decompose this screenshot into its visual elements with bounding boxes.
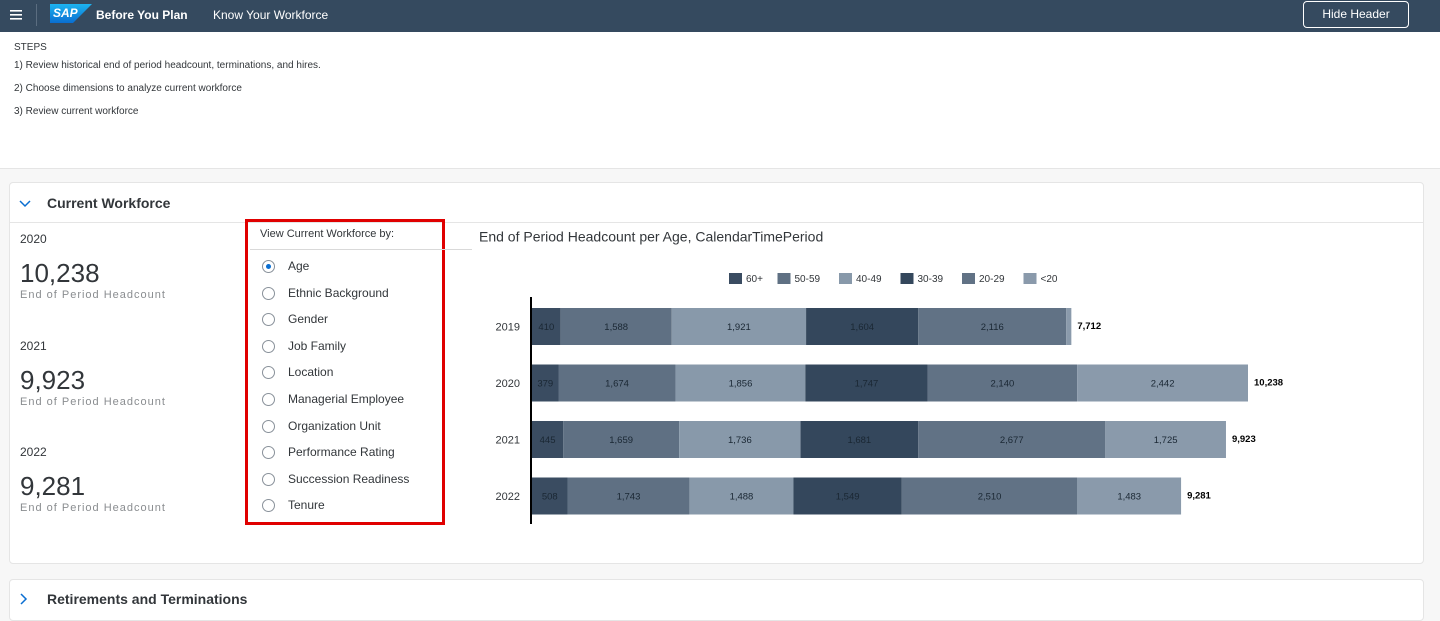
radio-label[interactable]: Gender — [288, 312, 329, 327]
retirements-panel: Retirements and Terminations — [9, 579, 1424, 621]
kpi-caption: End of Period Headcount — [20, 395, 166, 408]
nav-link[interactable]: Know Your Workforce — [213, 8, 329, 22]
shell-bar: SAP Before You Plan Know Your Workforce … — [0, 0, 1440, 32]
radio-dot — [266, 264, 271, 269]
menu-icon[interactable] — [10, 9, 23, 21]
divider — [250, 249, 472, 250]
kpi-year: 2020 — [20, 232, 47, 246]
panel-title[interactable]: Current Workforce — [47, 195, 171, 211]
radio-label[interactable]: Performance Rating — [288, 445, 395, 460]
kpi-caption: End of Period Headcount — [20, 502, 166, 514]
hide-header-button[interactable]: Hide Header — [1303, 1, 1409, 28]
radio-label[interactable]: Ethnic Background — [288, 285, 389, 300]
step: 3) Review current workforce — [14, 106, 139, 117]
panel-title[interactable]: Retirements and Terminations — [47, 591, 248, 607]
kpi-value: 10,238 — [20, 258, 100, 288]
brand: SAP — [53, 6, 79, 20]
radio-button[interactable] — [262, 339, 275, 353]
radio-button[interactable] — [262, 446, 275, 460]
kpi-year: 2022 — [20, 445, 47, 459]
radio-button[interactable] — [262, 260, 275, 273]
step: 2) Choose dimensions to analyze current … — [14, 83, 242, 94]
radio-button[interactable] — [262, 499, 275, 513]
radio-label[interactable]: Age — [288, 259, 310, 273]
collapse-icon[interactable] — [19, 200, 31, 208]
selector-label: View Current Workforce by: — [260, 228, 395, 240]
steps-heading: STEPS — [14, 42, 47, 53]
kpi-value: 9,281 — [20, 471, 86, 501]
divider — [10, 222, 1423, 223]
radio-label[interactable]: Organization Unit — [288, 418, 381, 433]
expand-icon[interactable] — [20, 593, 28, 605]
radio-button[interactable] — [262, 472, 275, 486]
header-content: STEPS 1) Review historical end of period… — [0, 32, 1440, 169]
radio-label[interactable]: Succession Readiness — [288, 471, 410, 486]
sap-logo[interactable]: SAP — [50, 4, 92, 23]
radio-label[interactable]: Job Family — [288, 338, 347, 353]
radio-button[interactable] — [262, 313, 275, 327]
app-title: Before You Plan — [96, 8, 188, 22]
radio-label[interactable]: Location — [288, 365, 334, 380]
radio-button[interactable] — [262, 366, 275, 380]
radio-label[interactable]: Managerial Employee — [288, 392, 405, 406]
step: 1) Review historical end of period headc… — [14, 60, 321, 71]
kpi-caption: End of Period Headcount — [20, 289, 166, 301]
kpi-value: 9,923 — [20, 364, 86, 395]
separator — [36, 4, 37, 26]
radio-label[interactable]: Tenure — [288, 498, 325, 513]
workforce-panel: Current Workforce — [9, 182, 1424, 564]
radio-button[interactable] — [262, 286, 275, 300]
radio-button[interactable] — [262, 419, 275, 433]
highlight-box — [245, 219, 445, 525]
kpi-year: 2021 — [20, 338, 47, 353]
radio-button[interactable] — [262, 393, 275, 406]
